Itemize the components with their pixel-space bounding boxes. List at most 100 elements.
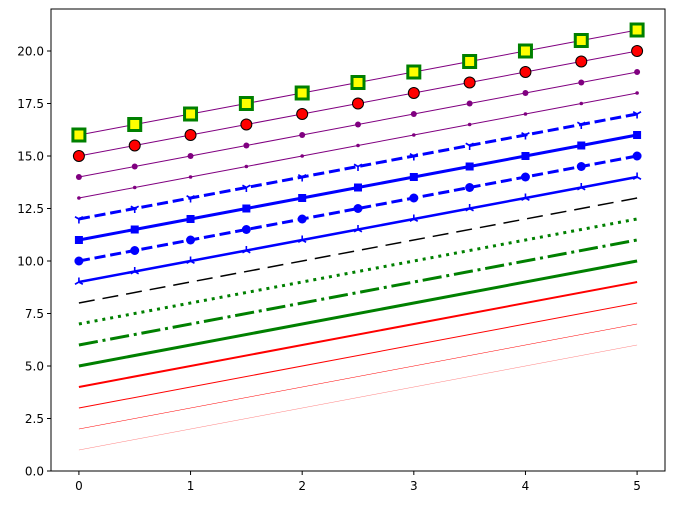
data-point-marker	[632, 111, 638, 115]
data-point-marker	[74, 236, 83, 244]
data-point-marker	[301, 239, 307, 243]
data-point-marker	[522, 90, 529, 96]
data-point-marker	[242, 184, 247, 189]
data-point-marker	[238, 96, 254, 111]
series-15	[72, 45, 644, 162]
y-tick-label: 7.5	[25, 307, 44, 321]
data-point-marker	[413, 153, 419, 157]
y-tick-label: 5.0	[25, 360, 44, 374]
data-point-marker	[466, 100, 473, 107]
data-point-marker	[74, 281, 80, 285]
data-point-marker	[580, 186, 586, 191]
data-point-marker	[130, 270, 136, 275]
series-line	[78, 302, 638, 409]
data-point-marker	[409, 173, 418, 181]
data-point-marker	[355, 121, 361, 128]
data-point-marker	[242, 249, 247, 254]
data-point-marker	[74, 216, 80, 220]
data-point-marker	[525, 197, 530, 201]
data-point-marker	[636, 176, 642, 180]
series-12	[74, 111, 642, 224]
data-point-marker	[353, 204, 363, 213]
data-point-marker	[635, 91, 639, 95]
data-point-marker	[580, 121, 586, 126]
data-point-marker	[190, 195, 195, 199]
data-point-marker	[632, 176, 638, 180]
data-point-marker	[130, 225, 139, 234]
y-tick-label: 17.5	[17, 97, 44, 111]
data-point-marker	[71, 127, 87, 143]
series-1	[78, 344, 638, 451]
series-8	[78, 197, 638, 304]
y-tick-label: 12.5	[17, 202, 44, 216]
data-point-marker	[244, 164, 249, 169]
data-point-marker	[573, 33, 589, 48]
x-tick-label: 2	[298, 479, 306, 493]
data-point-marker	[352, 97, 364, 110]
data-point-marker	[183, 106, 199, 122]
data-point-marker	[576, 162, 586, 171]
data-point-marker	[521, 152, 530, 160]
series-line	[78, 197, 638, 304]
series-10	[74, 151, 642, 266]
data-point-marker	[74, 256, 84, 266]
data-point-marker	[410, 111, 417, 117]
data-point-marker	[297, 239, 303, 243]
y-tick-label: 0.0	[25, 465, 44, 479]
data-point-marker	[186, 235, 196, 245]
data-point-marker	[576, 186, 582, 191]
x-tick-label: 4	[522, 479, 530, 493]
data-point-marker	[296, 108, 309, 120]
series-14	[75, 69, 641, 180]
data-point-marker	[356, 143, 360, 148]
data-point-marker	[636, 111, 642, 115]
data-point-marker	[409, 153, 415, 157]
data-point-marker	[241, 225, 251, 234]
data-point-marker	[469, 207, 474, 212]
series-11	[74, 131, 642, 244]
data-point-marker	[242, 204, 251, 213]
series-7	[78, 217, 638, 326]
data-point-marker	[407, 87, 420, 99]
data-point-marker	[523, 112, 528, 116]
data-point-marker	[184, 129, 197, 141]
data-point-marker	[576, 121, 582, 126]
plot-frame	[50, 8, 666, 472]
data-point-marker	[297, 174, 303, 178]
data-point-marker	[132, 185, 137, 190]
x-tick-label: 5	[633, 479, 641, 493]
data-point-marker	[463, 76, 476, 89]
data-point-marker	[465, 207, 471, 212]
x-tick-label: 3	[410, 479, 418, 493]
data-point-marker	[77, 196, 81, 200]
data-point-marker	[519, 66, 532, 78]
data-point-marker	[186, 215, 195, 223]
data-point-marker	[353, 163, 359, 168]
data-point-marker	[187, 153, 194, 159]
series-5	[78, 259, 638, 368]
x-tick-label: 0	[75, 479, 83, 493]
series-9	[74, 172, 642, 285]
data-point-marker	[462, 54, 478, 69]
data-point-marker	[634, 69, 641, 75]
series-line	[78, 259, 638, 368]
data-point-marker	[467, 122, 472, 127]
data-point-marker	[465, 183, 475, 192]
series-line	[78, 217, 638, 326]
x-tick-label: 1	[187, 479, 195, 493]
data-point-marker	[134, 205, 140, 210]
data-point-marker	[188, 175, 193, 179]
data-point-marker	[353, 228, 359, 233]
data-point-marker	[412, 133, 416, 137]
data-point-marker	[578, 79, 585, 86]
data-point-marker	[190, 260, 195, 264]
data-point-marker	[469, 142, 474, 147]
series-line	[78, 238, 638, 347]
data-point-marker	[629, 22, 645, 38]
series-3	[78, 302, 638, 409]
data-point-marker	[78, 281, 84, 285]
data-point-marker	[577, 141, 586, 150]
data-point-marker	[186, 260, 191, 264]
data-point-marker	[521, 132, 526, 136]
